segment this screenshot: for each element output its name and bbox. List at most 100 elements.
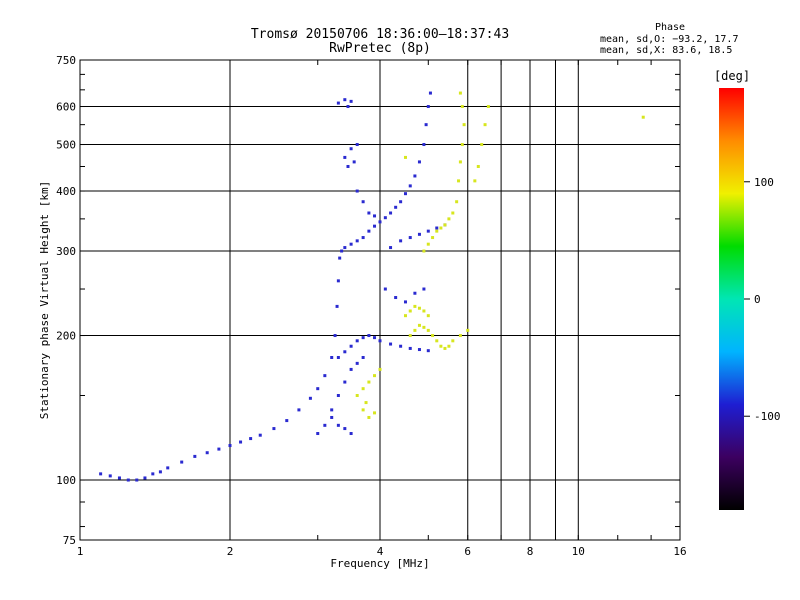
data-point (239, 440, 243, 444)
data-point (417, 306, 421, 310)
data-point (422, 287, 426, 291)
data-point (205, 451, 209, 455)
data-point (346, 164, 350, 168)
x-tick-label: 8 (527, 545, 534, 558)
data-point (336, 394, 340, 398)
colorbar-tick-label: -100 (754, 410, 781, 423)
data-point (486, 105, 490, 109)
y-tick-label: 300 (56, 245, 76, 258)
data-point (343, 380, 347, 384)
data-point (330, 408, 334, 412)
data-point (458, 334, 462, 338)
data-point (135, 478, 139, 482)
data-point (228, 444, 232, 448)
data-point (355, 339, 359, 343)
data-point (389, 246, 393, 250)
chart-subtitle: RwPretec (8p) (329, 41, 431, 56)
data-point (330, 415, 334, 419)
data-point (422, 249, 426, 253)
data-point (343, 246, 347, 250)
data-point (426, 105, 430, 109)
data-point (336, 423, 340, 427)
data-point (417, 160, 421, 164)
data-point (378, 367, 382, 371)
data-point (443, 346, 447, 350)
x-tick-label: 10 (572, 545, 585, 558)
data-point (355, 239, 359, 243)
data-point (373, 224, 377, 228)
data-point (338, 256, 342, 260)
data-point (343, 155, 347, 159)
data-point (408, 309, 412, 313)
colorbar-ticks: 100 0 -100 (744, 176, 781, 423)
data-point (451, 211, 455, 215)
x-tick-label: 2 (227, 545, 234, 558)
colorbar-tick-label: 0 (754, 293, 761, 306)
data-point (473, 179, 477, 183)
phase-heading: Phase (654, 22, 686, 33)
colorbar-gradient (719, 88, 744, 510)
data-point (460, 105, 464, 109)
data-point (417, 348, 421, 352)
data-points (99, 91, 645, 482)
x-axis-label: Frequency [MHz] (330, 557, 429, 570)
data-point (361, 236, 365, 240)
data-point (403, 300, 407, 304)
data-point (435, 229, 439, 233)
data-point (399, 200, 403, 204)
data-point (367, 334, 371, 338)
y-tick-label: 400 (56, 185, 76, 198)
data-point (323, 423, 327, 427)
data-point (378, 339, 382, 343)
y-tick-label: 500 (56, 139, 76, 152)
y-axis: 75 100 200 300 400 500 600 750 (56, 54, 680, 547)
data-point (297, 408, 301, 412)
colorbar-tick-label: 100 (754, 176, 774, 189)
data-point (308, 396, 312, 400)
data-point (166, 466, 170, 470)
data-point (408, 346, 412, 350)
data-point (364, 401, 368, 405)
data-point (336, 355, 340, 359)
data-point (458, 160, 462, 164)
data-point (285, 419, 289, 423)
data-point (316, 432, 320, 436)
data-point (336, 101, 340, 105)
y-tick-label: 75 (63, 534, 76, 547)
data-point (349, 99, 353, 103)
data-point (435, 339, 439, 343)
data-point (403, 314, 407, 318)
phase-x-stats: mean, sd,X: 83.6, 18.5 (600, 45, 733, 56)
data-point (426, 242, 430, 246)
data-point (343, 98, 347, 102)
data-point (389, 211, 393, 215)
data-point (480, 143, 484, 147)
data-point (333, 334, 337, 338)
data-point (330, 355, 334, 359)
data-point (383, 287, 387, 291)
data-point (451, 339, 455, 343)
data-point (413, 328, 417, 332)
colorbar: [deg] 100 0 -100 (714, 69, 781, 510)
data-point (378, 220, 382, 224)
data-point (355, 361, 359, 365)
data-point (373, 411, 377, 415)
chart-grid (80, 60, 680, 540)
data-point (355, 189, 359, 193)
data-point (367, 380, 371, 384)
data-point (417, 232, 421, 236)
data-point (447, 217, 451, 221)
colorbar-label: [deg] (714, 69, 750, 83)
data-point (361, 387, 365, 391)
data-point (422, 325, 426, 329)
data-point (455, 200, 459, 204)
data-point (399, 239, 403, 243)
data-point (367, 211, 371, 215)
data-point (422, 309, 426, 313)
data-point (389, 342, 393, 346)
y-tick-label: 750 (56, 54, 76, 67)
data-point (117, 476, 121, 480)
data-point (413, 304, 417, 308)
data-point (403, 155, 407, 159)
data-point (349, 344, 353, 348)
